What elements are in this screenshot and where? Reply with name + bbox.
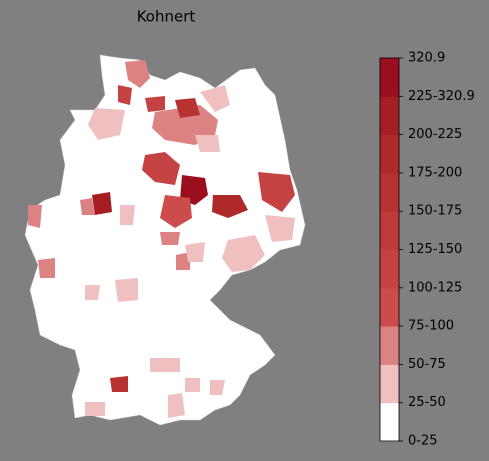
region (80, 198, 95, 215)
region (160, 232, 180, 245)
region (28, 205, 42, 228)
region (258, 172, 295, 212)
map-title: Kohnert (137, 8, 196, 26)
region (195, 135, 220, 152)
colorbar-segment (380, 172, 399, 212)
colorbar-segment (380, 326, 399, 365)
region (168, 393, 185, 418)
region (120, 205, 135, 225)
colorbar-label: 100-125 (408, 280, 462, 295)
region (38, 258, 55, 278)
colorbar-label: 175-200 (408, 165, 462, 180)
region (110, 376, 128, 392)
region (212, 195, 248, 218)
region (210, 380, 225, 395)
region (142, 152, 180, 185)
region (118, 85, 132, 105)
region (145, 96, 165, 112)
colorbar-label: 50-75 (408, 357, 446, 372)
region (115, 278, 138, 302)
region (150, 358, 180, 372)
colorbar-label: 25-50 (408, 395, 446, 410)
colorbar-label: 225-320.9 (408, 89, 475, 104)
colorbar-label: 320.9 (408, 51, 445, 66)
colorbar-segment (380, 364, 399, 404)
colorbar-label: 125-150 (408, 242, 462, 257)
region (185, 242, 205, 262)
region (185, 378, 200, 392)
colorbar-segment (380, 211, 399, 250)
colorbar-label: 75-100 (408, 319, 454, 334)
colorbar-segment (380, 249, 399, 289)
region (222, 235, 265, 272)
colorbar-segment (380, 287, 399, 327)
region (175, 98, 200, 118)
region (85, 402, 105, 416)
region (125, 60, 150, 88)
colorbar-segment (380, 402, 399, 442)
colorbar-segment (380, 134, 399, 174)
region (160, 195, 192, 228)
colorbar: 0-25 25-50 50-75 75-100 100-125 125-150 150-17… (379, 51, 475, 449)
region (200, 85, 230, 112)
colorbar-segment (380, 58, 399, 97)
region (92, 192, 112, 215)
region (265, 215, 295, 242)
region (88, 108, 125, 140)
colorbar-label: 200-225 (408, 127, 462, 142)
colorbar-segment (380, 96, 399, 136)
colorbar-label: 0-25 (408, 434, 438, 449)
colorbar-label: 150-175 (408, 204, 462, 219)
region (85, 285, 100, 300)
region (176, 252, 190, 270)
region (180, 175, 208, 205)
germany-map (24, 54, 306, 426)
